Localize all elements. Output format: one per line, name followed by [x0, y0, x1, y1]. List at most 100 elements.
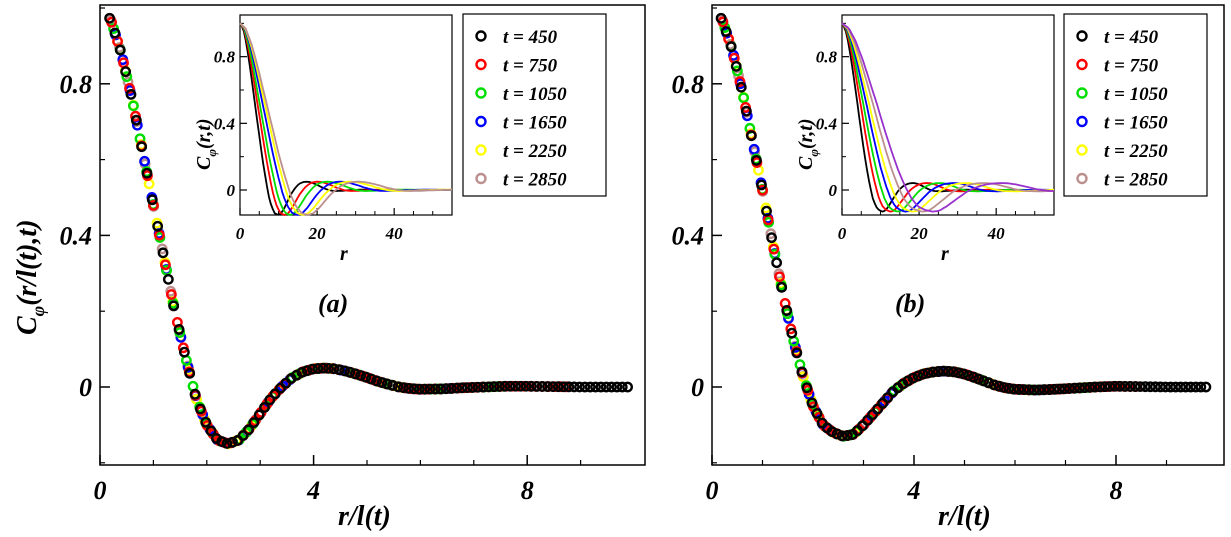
panel-b-point: [917, 368, 929, 380]
panel-a-point: [349, 368, 361, 380]
panel-b-point: [1195, 381, 1207, 393]
panel-a-xtick-label: 8: [521, 476, 534, 505]
panel-a-ytick-label: 0.8: [60, 70, 93, 99]
panel-a-point: [227, 436, 238, 448]
panel-a-legend-label: t = 1050: [503, 84, 567, 105]
panel-b-inset: 0 20 40 0 0.4 0.8 r Cφ(r,t): [795, 14, 1055, 265]
panel-b-inset-curves: [841, 22, 1055, 213]
panel-a-inset-ytick-label: 0.8: [214, 48, 236, 67]
panel-a-point: [510, 380, 521, 392]
panel-b-point: [720, 26, 732, 37]
panel-a-point: [419, 383, 431, 395]
panel-a-point: [301, 365, 313, 377]
panel-b-point: [983, 377, 995, 389]
panel-b-inset-xtick-label: 0: [838, 224, 847, 243]
panel-b-point: [978, 375, 990, 387]
panel-b-legend-label: t = 450: [1104, 27, 1159, 48]
panel-a-point: [269, 388, 281, 400]
panel-b-ticks: 0 4 8 0 0.4 0.8: [672, 7, 1168, 505]
panel-a-point: [264, 394, 276, 406]
panel-b-point: [988, 379, 1000, 391]
panel-a-legend-label: t = 750: [503, 56, 558, 77]
panel-b-point: [1114, 380, 1126, 392]
panel-b-xtick-label: 8: [1110, 476, 1123, 505]
panel-b-point: [1069, 382, 1080, 394]
panel-b-point: [715, 12, 727, 24]
panel-a-legend-marker: [475, 58, 487, 71]
panel-b-point: [1190, 381, 1202, 393]
panel-b-legend-marker: [1076, 58, 1088, 71]
panel-b-point: [1185, 381, 1197, 393]
panel-b-point: [993, 380, 1005, 392]
panel-a-point: [590, 381, 601, 393]
panel-b-inset-curve: [841, 22, 1055, 213]
panel-a-point: [114, 44, 126, 56]
panel-a-ylabel-sub: φ: [28, 306, 48, 317]
panel-b-inset-xtick-label: 20: [910, 224, 929, 243]
panel-a-point: [146, 194, 158, 206]
panel-a-point: [606, 381, 617, 393]
panel-b-xlabel: r/l(t): [938, 501, 991, 532]
panel-a-point: [317, 362, 329, 374]
panel-b-inset-xlabel: r: [941, 243, 949, 265]
panel-b-ytick-label: 0.4: [672, 221, 705, 250]
panel-b-point: [785, 323, 797, 335]
panel-b-point: [1054, 383, 1065, 395]
panel-b-point: [927, 366, 939, 378]
panel-a-inset-curves: [239, 22, 453, 216]
panel-b-point: [1165, 381, 1176, 393]
panel-a-point: [461, 382, 473, 394]
panel-b-legend-entries: t = 450 t = 750 t = 1050 t = 1650 t = 2250 t …: [1076, 27, 1168, 191]
panel-b-point: [751, 154, 762, 166]
panel-a-legend-marker: [475, 30, 487, 42]
panel-b-inset-curve-extra: [841, 22, 1055, 213]
panel-a-point: [360, 371, 372, 383]
panel-a-legend-marker: [475, 172, 487, 185]
panel-b-point: [756, 179, 767, 191]
panel-a-legend-label: t = 1650: [503, 113, 567, 134]
panel-a-point: [328, 363, 340, 375]
panel-b-point: [1119, 380, 1131, 392]
panel-b-point: [1023, 384, 1035, 396]
panel-b-point: [1033, 384, 1045, 396]
panel-b-inset-ytick-label: 0: [829, 181, 838, 200]
panel-a-point: [157, 247, 169, 259]
panel-a-point: [616, 381, 628, 393]
panel-a-point: [253, 409, 265, 421]
panel-a-point: [365, 373, 377, 385]
panel-b-point: [796, 366, 808, 378]
panel-a-xlabel: r/l(t): [338, 501, 391, 532]
panel-b-point: [1064, 383, 1075, 394]
panel-b-point: [1149, 381, 1161, 393]
panel-b-point: [1003, 382, 1015, 394]
panel-b-point: [1048, 383, 1060, 395]
panel-b-point: [791, 347, 803, 359]
panel-b-inset-ylabel-sub: φ: [806, 149, 821, 157]
panel-a-point: [387, 380, 399, 391]
panel-b-legend-marker: [1076, 172, 1088, 185]
panel-a-inset-ytick-label: 0: [227, 181, 236, 200]
panel-b-legend-marker: [1076, 87, 1088, 99]
panel-a-point: [531, 380, 543, 392]
panel-a-point: [600, 381, 612, 393]
panel-a-point: [160, 259, 171, 271]
panel-a-point: [216, 436, 228, 447]
panel-a-point: [141, 167, 153, 179]
panel-b-point: [1084, 381, 1096, 393]
panel-b-point: [1089, 381, 1101, 393]
panel-b-point: [1155, 381, 1166, 393]
panel-b-inset-xtick-label: 40: [987, 224, 1006, 243]
panel-b-inset-frame: [841, 14, 1055, 216]
panel-b-inset-ylabel-main: C: [795, 156, 817, 170]
panel-a-point: [139, 155, 150, 167]
panel-b-ytick-label: 0: [691, 373, 704, 402]
panel-b-inset-ylabel-rest: (r,t): [795, 118, 817, 149]
panel-a-inset-xtick-label: 0: [236, 224, 245, 243]
panel-b-point: [748, 143, 760, 155]
panel-b-point: [841, 430, 853, 441]
panel-b-point: [786, 327, 798, 339]
panel-b-point: [1038, 384, 1050, 396]
panel-a-ytick-label: 0.4: [60, 221, 93, 250]
panel-b-point: [1180, 381, 1192, 393]
panel-b-point: [766, 232, 777, 244]
